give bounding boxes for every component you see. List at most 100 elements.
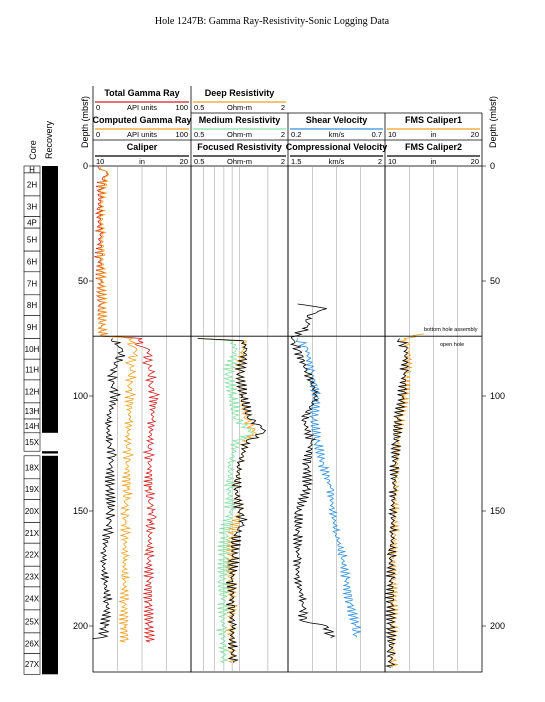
depth-label-left: Depth (mbsf) <box>80 96 90 148</box>
recovery-label-header: Recovery <box>44 120 54 159</box>
depth-tick-left: 100 <box>73 391 88 401</box>
core-id: 18X <box>25 463 40 472</box>
depth-tick-right: 150 <box>490 506 505 516</box>
header-min: 0.5 <box>194 157 204 166</box>
chart-title: Hole 1247B: Gamma Ray-Resistivity-Sonic … <box>155 16 390 27</box>
header-max: 100 <box>175 103 188 112</box>
core-id: 6H <box>27 257 37 266</box>
depth-tick-right: 0 <box>490 161 495 171</box>
header-unit: API units <box>127 103 157 112</box>
header-max: 0.7 <box>372 130 382 139</box>
header-unit: Ohm-m <box>227 157 252 166</box>
curve-medium <box>197 338 255 664</box>
depth-tick-left: 150 <box>73 506 88 516</box>
core-id: H <box>29 165 35 174</box>
tracks <box>92 165 483 673</box>
header-min: 10 <box>388 130 396 139</box>
header-name: Deep Resistivity <box>205 88 275 98</box>
depth-axes: 0 0 50 50 100 100 150 150 200 200 <box>73 161 505 631</box>
curve-fms2 <box>385 338 410 668</box>
left-labels: Core Recovery Depth (mbsf) Depth (mbsf) <box>28 96 498 160</box>
core-id: 20X <box>25 507 40 516</box>
recovery-bar <box>42 451 58 454</box>
core-id: 10H <box>25 345 40 354</box>
core-id: 12H <box>25 387 40 396</box>
core-box <box>23 432 41 452</box>
recovery-bar <box>42 166 58 433</box>
header-min: 0.5 <box>194 103 204 112</box>
depth-tick-left: 200 <box>73 621 88 631</box>
header-min: 10 <box>388 157 396 166</box>
header-min: 0.2 <box>291 130 301 139</box>
core-id: 13H <box>25 407 40 416</box>
header-max: 2 <box>281 157 285 166</box>
header-min: 10 <box>96 157 104 166</box>
header-unit: km/s <box>329 130 345 139</box>
header-unit: API units <box>127 130 157 139</box>
curve-cal <box>92 338 126 640</box>
core-id: 26X <box>25 639 40 648</box>
header-name: FMS Caliper2 <box>405 142 462 152</box>
bha-label: bottom hole assembly <box>424 327 478 333</box>
header-max: 20 <box>471 157 479 166</box>
depth-tick-right: 50 <box>490 276 500 286</box>
core-id: 14H <box>25 422 40 431</box>
core-box <box>23 653 41 675</box>
open-hole-label: open hole <box>440 342 464 348</box>
core-id: 15X <box>25 438 40 447</box>
annotations: bottom hole assembly open hole <box>93 327 482 348</box>
core-id: 27X <box>25 660 40 669</box>
curve-gr <box>94 165 161 643</box>
header-name: FMS Caliper1 <box>405 115 462 125</box>
header-min: 0 <box>96 130 100 139</box>
core-id: 2H <box>27 180 37 189</box>
header-name: Shear Velocity <box>306 115 368 125</box>
core-id: 3H <box>27 202 37 211</box>
core-id: 4P <box>27 218 37 227</box>
header-unit: in <box>139 157 145 166</box>
core-column: H 2H 3H 4P 5H 6H 7H 8H 9H 10H 11H 12H 13H 14H 15X 18X 19… <box>23 165 58 675</box>
core-id: 8H <box>27 301 37 310</box>
recovery-bar <box>42 455 58 675</box>
depth-label-right: Depth (mbsf) <box>488 96 498 148</box>
core-id: 23X <box>25 573 40 582</box>
core-id: 9H <box>27 323 37 332</box>
header-unit: Ohm-m <box>227 103 252 112</box>
header-unit: in <box>431 157 437 166</box>
header-max: 20 <box>180 157 188 166</box>
header-name: Total Gamma Ray <box>104 88 179 98</box>
header-min: 0 <box>96 103 100 112</box>
header-min: 0.5 <box>194 130 204 139</box>
header-unit: km/s <box>329 157 345 166</box>
header-name: Caliper <box>127 142 158 152</box>
header-min: 1.5 <box>291 157 301 166</box>
core-id: 21X <box>25 529 40 538</box>
header-unit: in <box>431 130 437 139</box>
header-max: 100 <box>175 130 188 139</box>
header-max: 2 <box>281 130 285 139</box>
header-name: Computed Gamma Ray <box>92 115 191 125</box>
curve-shear <box>295 338 361 638</box>
core-id: 7H <box>27 279 37 288</box>
core-id: 19X <box>25 485 40 494</box>
header-max: 20 <box>471 130 479 139</box>
core-id: 25X <box>25 617 40 626</box>
curve-fms1 <box>387 333 424 668</box>
curve-comp <box>289 303 336 638</box>
core-id: 11H <box>25 366 39 375</box>
depth-tick-right: 200 <box>490 621 505 631</box>
header-max: 2 <box>378 157 382 166</box>
depth-tick-left: 0 <box>83 161 88 171</box>
core-id: 22X <box>25 551 40 560</box>
header-name: Medium Resistivity <box>199 115 281 125</box>
header-name: Compressional Velocity <box>286 142 388 152</box>
header-unit: Ohm-m <box>227 130 252 139</box>
depth-tick-left: 50 <box>78 276 88 286</box>
curve-cgr <box>96 165 139 643</box>
header-name: Focused Resistivity <box>197 142 282 152</box>
core-id: 5H <box>27 236 37 245</box>
header-max: 2 <box>281 103 285 112</box>
curve-focused <box>197 338 267 663</box>
